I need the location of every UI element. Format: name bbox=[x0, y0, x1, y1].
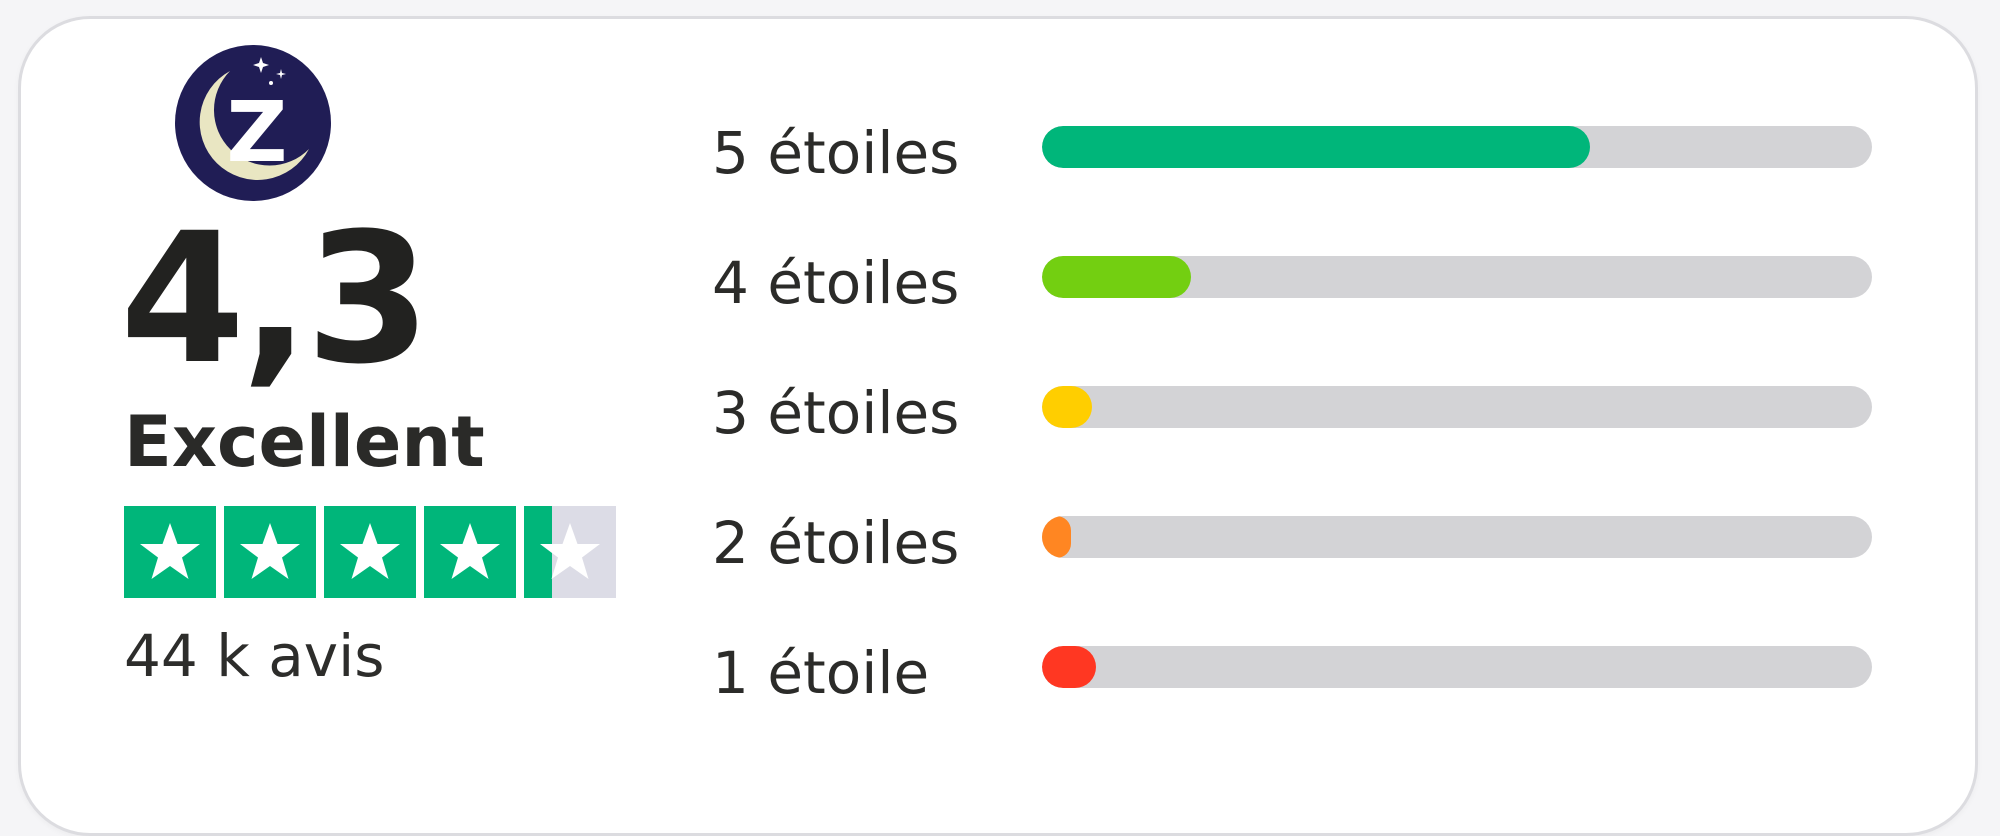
rating-distribution: 5 étoiles 4 étoiles 3 étoiles 2 étoiles 1 ét… bbox=[712, 105, 1872, 755]
distribution-label: 3 étoiles bbox=[712, 379, 960, 447]
star-icon bbox=[540, 523, 600, 579]
distribution-bar-fill bbox=[1042, 386, 1092, 428]
distribution-row[interactable]: 3 étoiles bbox=[712, 365, 1872, 495]
star-icon bbox=[140, 523, 200, 579]
distribution-row[interactable]: 2 étoiles bbox=[712, 495, 1872, 625]
star-box-2 bbox=[224, 506, 316, 598]
logo-letter: Z bbox=[227, 83, 288, 181]
star-rating bbox=[124, 506, 616, 598]
distribution-bar-track bbox=[1042, 256, 1872, 298]
distribution-row[interactable]: 1 étoile bbox=[712, 625, 1872, 755]
distribution-bar-fill bbox=[1042, 646, 1096, 688]
rating-score: 4,3 bbox=[120, 195, 431, 404]
rating-label: Excellent bbox=[124, 401, 485, 483]
distribution-bar-track bbox=[1042, 516, 1872, 558]
distribution-bar-fill bbox=[1042, 126, 1590, 168]
distribution-row[interactable]: 4 étoiles bbox=[712, 235, 1872, 365]
distribution-bar-fill bbox=[1042, 256, 1192, 298]
star-icon bbox=[240, 523, 300, 579]
star-icon bbox=[440, 523, 500, 579]
distribution-label: 2 étoiles bbox=[712, 509, 960, 577]
star-box-4 bbox=[424, 506, 516, 598]
distribution-bar-track bbox=[1042, 646, 1872, 688]
star-box-1 bbox=[124, 506, 216, 598]
brand-logo: Z bbox=[175, 45, 331, 201]
star-box-5 bbox=[524, 506, 616, 598]
star-box-3 bbox=[324, 506, 416, 598]
distribution-label: 4 étoiles bbox=[712, 249, 960, 317]
distribution-bar-fill bbox=[1042, 516, 1072, 558]
distribution-label: 5 étoiles bbox=[712, 119, 960, 187]
star-icon bbox=[340, 523, 400, 579]
distribution-label: 1 étoile bbox=[712, 639, 930, 707]
distribution-bar-track bbox=[1042, 126, 1872, 168]
distribution-bar-track bbox=[1042, 386, 1872, 428]
distribution-row[interactable]: 5 étoiles bbox=[712, 105, 1872, 235]
review-count: 44 k avis bbox=[124, 622, 385, 690]
